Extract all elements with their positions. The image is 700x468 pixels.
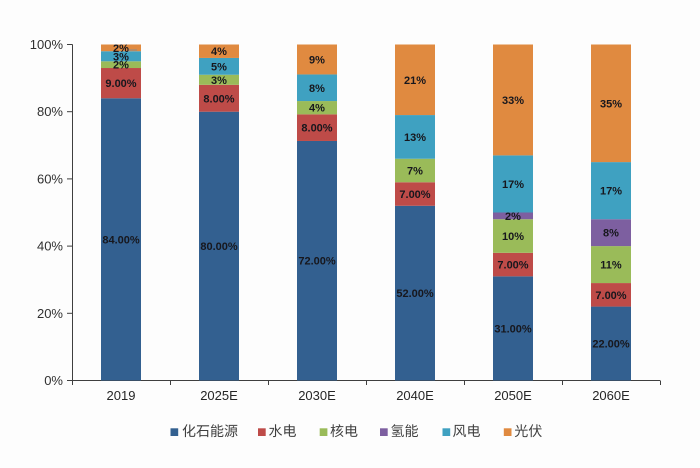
svg-text:4%: 4% — [211, 46, 227, 58]
svg-text:7.00%: 7.00% — [497, 260, 528, 272]
svg-text:8.00%: 8.00% — [203, 93, 234, 105]
svg-text:31.00%: 31.00% — [494, 323, 532, 335]
svg-text:13%: 13% — [404, 132, 426, 144]
svg-text:2040E: 2040E — [396, 388, 434, 403]
svg-text:33%: 33% — [502, 95, 524, 107]
svg-text:7%: 7% — [407, 166, 423, 178]
svg-text:21%: 21% — [404, 75, 426, 87]
svg-text:100%: 100% — [30, 37, 64, 52]
svg-text:8%: 8% — [603, 228, 619, 240]
svg-text:84.00%: 84.00% — [102, 234, 140, 246]
svg-text:2%: 2% — [113, 43, 129, 55]
svg-text:2%: 2% — [505, 211, 521, 223]
svg-text:35%: 35% — [600, 98, 622, 110]
svg-text:10%: 10% — [502, 231, 524, 243]
svg-text:3%: 3% — [113, 51, 129, 63]
svg-text:17%: 17% — [600, 186, 622, 198]
svg-text:8.00%: 8.00% — [301, 123, 332, 135]
svg-text:0%: 0% — [44, 373, 63, 388]
svg-text:20%: 20% — [37, 306, 63, 321]
svg-text:5%: 5% — [211, 61, 227, 73]
svg-text:8%: 8% — [309, 83, 325, 95]
svg-text:80.00%: 80.00% — [200, 241, 238, 253]
svg-text:22.00%: 22.00% — [592, 339, 630, 351]
svg-text:2%: 2% — [113, 60, 129, 72]
svg-text:2019: 2019 — [107, 388, 136, 403]
svg-text:4%: 4% — [309, 103, 325, 115]
svg-text:2060E: 2060E — [592, 388, 630, 403]
svg-text:72.00%: 72.00% — [298, 256, 336, 268]
svg-text:3%: 3% — [211, 75, 227, 87]
svg-text:9%: 9% — [309, 54, 325, 66]
svg-text:2030E: 2030E — [298, 388, 336, 403]
svg-text:80%: 80% — [37, 104, 63, 119]
svg-text:7.00%: 7.00% — [595, 290, 626, 302]
svg-text:17%: 17% — [502, 179, 524, 191]
svg-text:60%: 60% — [37, 171, 63, 186]
svg-text:7.00%: 7.00% — [399, 189, 430, 201]
svg-text:40%: 40% — [37, 239, 63, 254]
svg-text:2025E: 2025E — [200, 388, 238, 403]
svg-text:2050E: 2050E — [494, 388, 532, 403]
svg-text:52.00%: 52.00% — [396, 288, 434, 300]
svg-text:11%: 11% — [600, 260, 622, 272]
svg-text:9.00%: 9.00% — [105, 78, 136, 90]
